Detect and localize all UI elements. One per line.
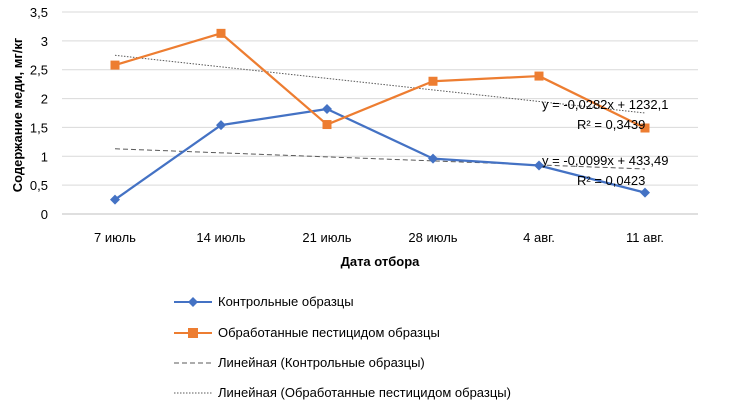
x-tick-label: 11 авг. xyxy=(626,230,664,245)
y-axis-ticks: 0 0,5 1 1,5 2 2,5 3 3,5 xyxy=(30,5,48,222)
legend-item-treated[interactable]: Обработанные пестицидом образцы xyxy=(174,325,440,340)
trendlines xyxy=(114,54,646,170)
legend-label-control: Контрольные образцы xyxy=(218,294,354,309)
data-point[interactable] xyxy=(216,28,226,38)
data-point[interactable] xyxy=(110,60,120,70)
diamond-marker-icon xyxy=(188,297,198,307)
series-line-2 xyxy=(114,32,646,130)
legend-label-treated: Обработанные пестицидом образцы xyxy=(218,325,440,340)
gridlines xyxy=(62,11,698,215)
data-point[interactable] xyxy=(534,71,544,81)
data-point[interactable] xyxy=(640,123,650,133)
legend-item-control[interactable]: Контрольные образцы xyxy=(174,294,354,309)
x-axis-ticks: 7 июль 14 июль 21 июль 28 июль 4 авг. 11 авг. xyxy=(94,230,664,245)
y-axis-title: Содержание меди, мг/кг xyxy=(10,37,25,192)
trendline-2-equation: y = -0,0282x + 1232,1 xyxy=(542,97,668,112)
data-point[interactable] xyxy=(110,194,120,205)
square-marker-icon xyxy=(188,328,198,338)
legend-label-trend-control: Линейная (Контрольные образцы) xyxy=(218,355,425,370)
data-point[interactable] xyxy=(428,76,438,86)
y-tick-label: 3,5 xyxy=(30,5,48,20)
data-point[interactable] xyxy=(322,103,332,114)
trendline-2 xyxy=(114,54,646,114)
data-point[interactable] xyxy=(216,120,226,131)
x-tick-label: 21 июль xyxy=(302,230,351,245)
legend-item-trend-control[interactable]: Линейная (Контрольные образцы) xyxy=(174,355,425,370)
trendline-2-r2: R² = 0,3439 xyxy=(577,117,645,132)
legend: Контрольные образцы Обработанные пестици… xyxy=(174,294,511,400)
series-line-1 xyxy=(114,107,646,201)
x-tick-label: 28 июль xyxy=(408,230,457,245)
y-tick-label: 0 xyxy=(41,207,48,222)
data-point[interactable] xyxy=(534,160,544,171)
y-tick-label: 1 xyxy=(41,149,48,164)
y-tick-label: 2 xyxy=(41,92,48,107)
legend-item-trend-treated[interactable]: Линейная (Обработанные пестицидом образц… xyxy=(174,385,511,400)
data-series xyxy=(110,28,650,205)
x-tick-label: 14 июль xyxy=(196,230,245,245)
legend-label-trend-treated: Линейная (Обработанные пестицидом образц… xyxy=(218,385,511,400)
x-tick-label: 7 июль xyxy=(94,230,136,245)
y-tick-label: 0,5 xyxy=(30,178,48,193)
data-point[interactable] xyxy=(428,153,438,164)
data-point[interactable] xyxy=(640,187,650,198)
y-tick-label: 2,5 xyxy=(30,63,48,78)
trendline-1-r2: R² = 0,0423 xyxy=(577,173,645,188)
y-tick-label: 3 xyxy=(41,34,48,49)
data-point[interactable] xyxy=(322,120,332,130)
x-axis-title: Дата отбора xyxy=(341,254,421,269)
trendline-1 xyxy=(114,148,646,170)
x-tick-label: 4 авг. xyxy=(523,230,555,245)
y-tick-label: 1,5 xyxy=(30,120,48,135)
trendline-1-equation: y = -0,0099x + 433,49 xyxy=(542,153,668,168)
